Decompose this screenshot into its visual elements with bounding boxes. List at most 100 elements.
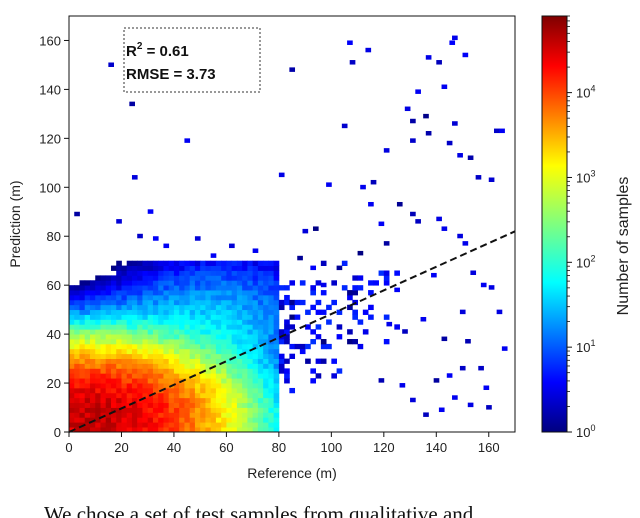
heatmap-bin xyxy=(147,324,154,330)
heatmap-bin xyxy=(268,280,275,286)
heatmap-bin xyxy=(126,368,133,374)
heatmap-bin xyxy=(200,319,206,325)
heatmap-bin xyxy=(452,395,458,400)
heatmap-bin xyxy=(147,265,154,271)
heatmap-bin xyxy=(173,265,180,271)
heatmap-bin xyxy=(189,299,196,306)
heatmap-bin xyxy=(478,365,484,371)
heatmap-bin xyxy=(215,324,222,330)
heatmap-bin xyxy=(79,392,86,399)
heatmap-bin xyxy=(194,304,201,311)
heatmap-bin xyxy=(142,265,149,271)
heatmap-bin xyxy=(173,417,180,423)
heatmap-bin xyxy=(263,319,269,325)
heatmap-bin xyxy=(184,309,191,315)
colorbar-tick-label: 103 xyxy=(576,168,595,185)
heatmap-bin xyxy=(231,358,238,364)
heatmap-bin xyxy=(415,219,421,224)
heatmap-bin xyxy=(189,324,196,330)
heatmap-bin xyxy=(158,275,164,281)
heatmap-bin xyxy=(69,417,75,423)
heatmap-bin xyxy=(168,275,175,281)
heatmap-bin xyxy=(242,407,248,413)
heatmap-bin xyxy=(163,309,170,315)
heatmap-bin xyxy=(236,304,243,311)
heatmap-bin xyxy=(263,314,269,320)
heatmap-bin xyxy=(221,353,227,359)
heatmap-bin xyxy=(163,412,170,418)
x-axis-ticks: 0 20 40 60 80 100 120 140 160 xyxy=(65,432,500,455)
heatmap-bin xyxy=(436,216,442,222)
heatmap-bin xyxy=(173,299,180,306)
heatmap-bin xyxy=(475,175,482,180)
heatmap-bin xyxy=(69,343,75,350)
heatmap-bin xyxy=(268,285,275,291)
heatmap-bin xyxy=(147,319,154,325)
heatmap-bin xyxy=(137,329,143,335)
heatmap-bin xyxy=(462,52,469,58)
heatmap-bin xyxy=(137,275,143,281)
heatmap-bin xyxy=(163,407,170,413)
heatmap-bin xyxy=(95,387,101,394)
heatmap-bin xyxy=(257,353,264,359)
heatmap-bin xyxy=(236,402,243,408)
heatmap-bin xyxy=(247,397,254,404)
heatmap-bin xyxy=(226,343,233,350)
heatmap-bin xyxy=(446,140,453,146)
heatmap-bin xyxy=(247,294,254,301)
heatmap-bin xyxy=(252,290,259,296)
heatmap-bin xyxy=(168,417,175,423)
heatmap-bin xyxy=(89,368,96,374)
heatmap-bin xyxy=(221,363,227,369)
heatmap-bin xyxy=(126,343,133,350)
heatmap-bin xyxy=(184,304,191,311)
heatmap-bin xyxy=(179,343,185,350)
heatmap-bin xyxy=(200,343,206,350)
heatmap-bin xyxy=(126,358,133,364)
heatmap-bin xyxy=(205,285,212,291)
heatmap-bin xyxy=(273,363,280,369)
heatmap-bin xyxy=(142,422,149,428)
heatmap-bin xyxy=(463,11,469,16)
heatmap-bin xyxy=(252,387,259,394)
heatmap-bin xyxy=(210,407,217,413)
heatmap-bin xyxy=(131,378,138,384)
heatmap-bin xyxy=(278,304,285,311)
heatmap-bin xyxy=(74,299,80,306)
heatmap-bin xyxy=(137,339,143,345)
heatmap-bin xyxy=(236,334,243,340)
heatmap-bin xyxy=(226,304,233,311)
heatmap-bin xyxy=(74,378,80,384)
heatmap-bin xyxy=(95,373,101,379)
heatmap-bin xyxy=(74,353,80,359)
heatmap-bin xyxy=(84,294,91,301)
heatmap-bin xyxy=(278,363,285,369)
heatmap-bin xyxy=(105,319,112,325)
heatmap-bin xyxy=(69,358,75,364)
heatmap-bin xyxy=(231,334,238,340)
regression-line xyxy=(68,230,516,433)
heatmap-bin xyxy=(147,378,154,384)
heatmap-bin xyxy=(147,407,154,413)
heatmap-bin xyxy=(263,358,269,364)
heatmap-bin xyxy=(221,378,227,384)
heatmap-bin xyxy=(89,383,96,389)
heatmap-bin xyxy=(137,358,143,364)
heatmap-bin xyxy=(158,339,164,345)
heatmap-bin xyxy=(189,314,196,320)
heatmap-bin xyxy=(105,334,112,340)
heatmap-bin xyxy=(179,314,185,320)
heatmap-bin xyxy=(289,280,296,286)
heatmap-bin xyxy=(420,316,427,322)
heatmap-bin xyxy=(221,383,227,389)
heatmap-bin xyxy=(79,280,86,286)
heatmap-bin xyxy=(242,363,248,369)
heatmap-bin xyxy=(168,304,175,311)
heatmap-bin xyxy=(268,407,275,413)
heatmap-bin xyxy=(200,265,206,271)
heatmap-bin xyxy=(168,397,175,404)
heatmap-bin xyxy=(247,319,254,325)
heatmap-bin xyxy=(147,299,154,306)
heatmap-bin xyxy=(383,339,390,345)
heatmap-bin xyxy=(69,363,75,369)
